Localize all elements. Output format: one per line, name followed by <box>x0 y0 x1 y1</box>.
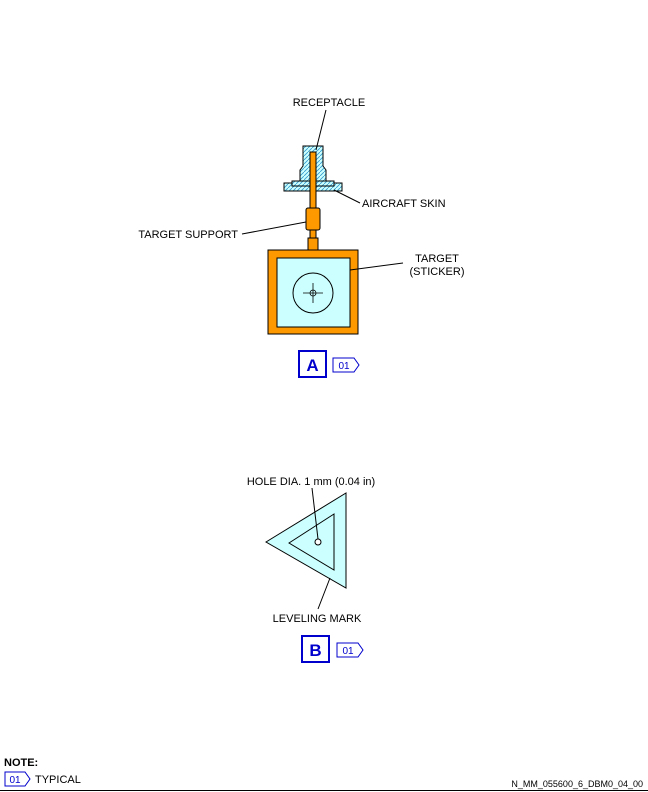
hole-leader <box>311 487 319 540</box>
target-support-leader <box>241 221 307 235</box>
target-support-body <box>305 207 321 231</box>
target-sticker-label: (STICKER) <box>410 266 465 278</box>
view-b: HOLE DIA. 1 mm (0.04 in) LEVELING MARK B… <box>247 476 375 663</box>
target-sticker <box>276 257 351 328</box>
note-text: TYPICAL <box>35 774 81 786</box>
document-reference: N_MM_055600_6_DBM0_04_00 <box>511 779 643 789</box>
note-title: NOTE: <box>4 757 38 769</box>
target-support-pin <box>307 237 319 251</box>
hole-label: HOLE DIA. 1 mm (0.04 in) <box>247 476 375 488</box>
target-label: TARGET <box>415 253 459 265</box>
aircraft-skin-label: AIRCRAFT SKIN <box>362 198 446 210</box>
note-block: NOTE: 01 TYPICAL <box>4 757 81 787</box>
target-support-label: TARGET SUPPORT <box>138 229 238 241</box>
view-a-letter: A <box>306 356 318 375</box>
view-b-letter-box <box>301 635 330 663</box>
aircraft-skin-leader <box>333 189 361 204</box>
note-ref-code: 01 <box>9 775 21 786</box>
leveling-mark-leader <box>317 577 331 610</box>
target-support-link <box>309 229 317 239</box>
note-ref-tag <box>4 771 31 787</box>
view-b-ref-tag <box>336 642 364 658</box>
leveling-mark-inner <box>288 513 335 571</box>
target-circle <box>292 272 334 314</box>
view-b-letter: B <box>309 641 321 660</box>
view-b-ref-code: 01 <box>342 646 354 657</box>
hole-icon <box>314 538 322 546</box>
view-a: RECEPTACLE AIRCRAFT SKIN TARGET SUPPORT … <box>138 97 465 378</box>
leveling-mark-label: LEVELING MARK <box>273 613 362 625</box>
target-leader <box>349 262 404 271</box>
view-a-ref-code: 01 <box>338 361 350 372</box>
view-a-ref-tag <box>332 357 360 373</box>
view-a-letter-box <box>298 350 327 378</box>
receptacle-leader <box>315 109 327 151</box>
receptacle-label: RECEPTACLE <box>293 97 366 109</box>
target-support-rod <box>309 151 317 209</box>
